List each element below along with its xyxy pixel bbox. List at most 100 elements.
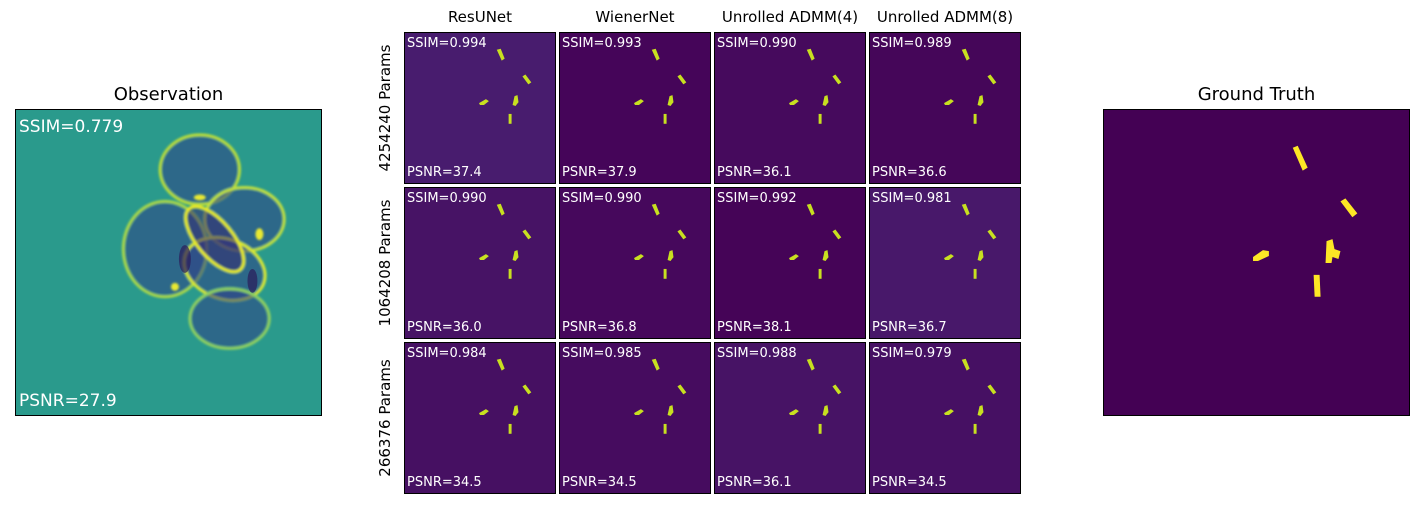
psnr-label: PSNR=34.5 <box>407 475 482 490</box>
gt-blob-1 <box>1292 145 1308 171</box>
reconstructed-blob <box>832 74 842 85</box>
reconstructed-blob <box>634 254 644 261</box>
reconstructed-blob <box>818 268 822 279</box>
reconstructed-blob <box>634 409 644 416</box>
ssim-label: SSIM=0.992 <box>717 191 797 206</box>
psnr-label: PSNR=37.4 <box>407 165 482 180</box>
reconstructed-blob <box>479 99 489 106</box>
gt-blob-2 <box>1340 198 1358 218</box>
result-panel: SSIM=0.994 PSNR=37.4 <box>404 32 556 184</box>
reconstructed-blob <box>806 48 815 61</box>
gt-blob-5 <box>1313 274 1321 297</box>
result-panel: SSIM=0.984 PSNR=34.5 <box>404 342 556 494</box>
result-figure <box>634 203 687 279</box>
psnr-label: PSNR=38.1 <box>717 320 792 335</box>
reconstructed-blob <box>496 358 505 371</box>
reconstructed-blob <box>663 268 667 279</box>
reconstructed-blob <box>508 423 512 434</box>
ssim-label: SSIM=0.994 <box>407 36 487 51</box>
result-panel: SSIM=0.979 PSNR=34.5 <box>869 342 1021 494</box>
reconstructed-blob <box>806 358 815 371</box>
reconstructed-blob <box>806 203 815 216</box>
result-panel: SSIM=0.988 PSNR=36.1 <box>714 342 866 494</box>
reconstructed-blob <box>832 229 842 240</box>
reconstructed-blob <box>508 268 512 279</box>
reconstructed-blob <box>822 95 829 107</box>
result-panel: SSIM=0.990 PSNR=36.1 <box>714 32 866 184</box>
column-title: Unrolled ADMM(8) <box>876 8 1014 26</box>
ground-truth-figure <box>1104 110 1409 415</box>
result-figure <box>789 358 842 434</box>
psnr-label: PSNR=34.5 <box>872 475 947 490</box>
reconstructed-blob <box>944 409 954 416</box>
reconstructed-blob <box>522 384 532 395</box>
reconstructed-blob <box>944 254 954 261</box>
reconstructed-blob <box>667 405 674 417</box>
reconstructed-blob <box>973 113 977 124</box>
result-figure <box>789 203 842 279</box>
reconstructed-blob <box>663 423 667 434</box>
result-panel: SSIM=0.993 PSNR=37.9 <box>559 32 711 184</box>
reconstructed-blob <box>832 384 842 395</box>
reconstructed-blob <box>651 203 660 216</box>
reconstructed-blob <box>818 423 822 434</box>
reconstructed-blob <box>496 203 505 216</box>
psnr-label: PSNR=36.1 <box>717 165 792 180</box>
psnr-label: PSNR=36.7 <box>872 320 947 335</box>
reconstructed-blob <box>667 250 674 262</box>
observation-ssim: SSIM=0.779 <box>19 117 124 137</box>
ground-truth-image <box>1103 109 1410 416</box>
result-figure <box>634 48 687 124</box>
row-label: 4254240 Params <box>376 44 394 172</box>
psnr-label: PSNR=36.8 <box>562 320 637 335</box>
observation-title: Observation <box>113 84 224 105</box>
reconstructed-blob <box>822 405 829 417</box>
ssim-label: SSIM=0.990 <box>562 191 642 206</box>
reconstructed-blob <box>479 409 489 416</box>
reconstructed-blob <box>789 409 799 416</box>
reconstructed-blob <box>479 254 489 261</box>
result-figure <box>479 48 532 124</box>
reconstructed-blob <box>512 405 519 417</box>
result-figure <box>944 48 997 124</box>
row-label: 266376 Params <box>376 359 394 477</box>
reconstructed-blob <box>667 95 674 107</box>
reconstructed-blob <box>961 358 970 371</box>
ssim-label: SSIM=0.990 <box>407 191 487 206</box>
psnr-label: PSNR=36.6 <box>872 165 947 180</box>
result-figure <box>944 358 997 434</box>
result-panel: SSIM=0.990 PSNR=36.0 <box>404 187 556 339</box>
psnr-label: PSNR=34.5 <box>562 475 637 490</box>
ssim-label: SSIM=0.989 <box>872 36 952 51</box>
column-title: ResUNet <box>447 8 513 26</box>
result-panel: SSIM=0.989 PSNR=36.6 <box>869 32 1021 184</box>
result-panel: SSIM=0.990 PSNR=36.8 <box>559 187 711 339</box>
ssim-label: SSIM=0.981 <box>872 191 952 206</box>
ground-truth-title: Ground Truth <box>1197 84 1316 105</box>
reconstructed-blob <box>508 113 512 124</box>
reconstructed-blob <box>977 405 984 417</box>
psnr-label: PSNR=37.9 <box>562 165 637 180</box>
psnr-label: PSNR=36.0 <box>407 320 482 335</box>
psnr-label: PSNR=36.1 <box>717 475 792 490</box>
reconstructed-blob <box>789 99 799 106</box>
result-panel: SSIM=0.985 PSNR=34.5 <box>559 342 711 494</box>
ssim-label: SSIM=0.984 <box>407 346 487 361</box>
ssim-label: SSIM=0.993 <box>562 36 642 51</box>
reconstructed-blob <box>651 358 660 371</box>
reconstructed-blob <box>677 384 687 395</box>
reconstructed-blob <box>677 229 687 240</box>
result-figure <box>789 48 842 124</box>
observation-image: SSIM=0.779 PSNR=27.9 <box>15 109 322 416</box>
reconstructed-blob <box>973 268 977 279</box>
result-figure <box>944 203 997 279</box>
observation-blur-figure <box>16 110 321 415</box>
ssim-label: SSIM=0.988 <box>717 346 797 361</box>
gt-blob-3 <box>1253 250 1269 262</box>
reconstructed-blob <box>512 95 519 107</box>
reconstructed-blob <box>818 113 822 124</box>
reconstructed-blob <box>961 203 970 216</box>
reconstructed-blob <box>961 48 970 61</box>
ssim-label: SSIM=0.990 <box>717 36 797 51</box>
result-panel: SSIM=0.992 PSNR=38.1 <box>714 187 866 339</box>
